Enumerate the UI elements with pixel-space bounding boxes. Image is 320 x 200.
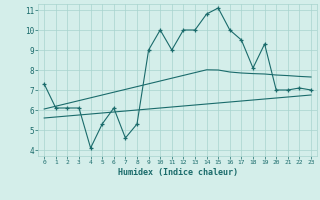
X-axis label: Humidex (Indice chaleur): Humidex (Indice chaleur) (118, 168, 238, 177)
